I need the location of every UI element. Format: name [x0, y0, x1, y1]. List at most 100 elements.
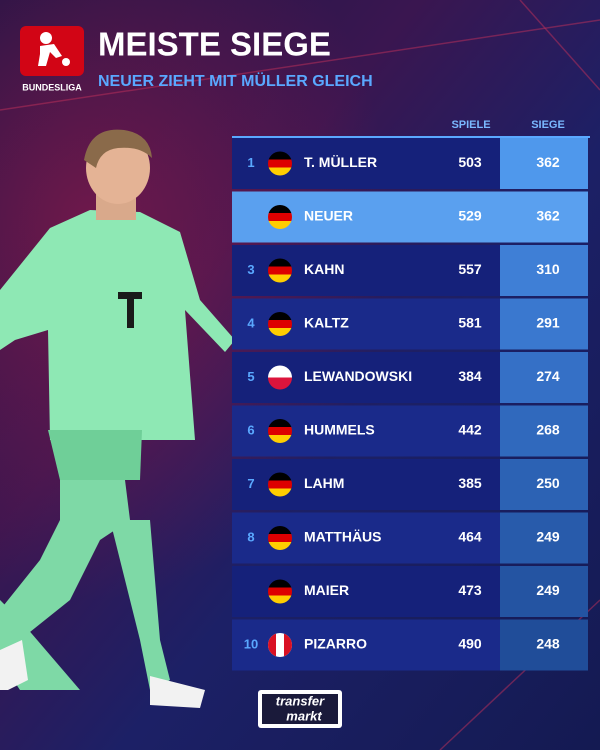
column-header: SIEGE [531, 119, 565, 131]
wins-background [500, 619, 588, 671]
rank: 3 [247, 262, 254, 277]
rank: 7 [247, 476, 254, 491]
player-name: LAHM [304, 475, 344, 491]
wins-background [500, 566, 588, 617]
flag [268, 258, 292, 283]
flag-stripe [268, 151, 292, 160]
wins-background [500, 191, 588, 243]
flag-stripe [268, 221, 292, 229]
subtitle: NEUER ZIEHT MIT MÜLLER GLEICH [98, 71, 373, 90]
games: 442 [458, 422, 482, 438]
flag-stripe [268, 320, 292, 328]
table-row: 4 KALTZ 581 291 [232, 298, 588, 350]
flag [268, 526, 292, 550]
wins-background [500, 138, 588, 189]
flag-stripe [268, 205, 292, 213]
wins: 250 [536, 475, 560, 491]
table-row: NEUER 529 362 [232, 191, 588, 243]
player-name: MAIER [304, 582, 349, 598]
flag-stripe [268, 480, 292, 489]
games: 581 [458, 315, 482, 331]
flag [268, 205, 292, 229]
flag [268, 633, 292, 657]
player-name: T. MÜLLER [304, 154, 377, 170]
wins: 248 [536, 636, 560, 652]
table-row: MAIER 473 249 [232, 566, 588, 617]
flag-stripe [268, 258, 292, 267]
flag [268, 365, 292, 390]
player-image [0, 129, 235, 708]
bundesliga-logo: BUNDESLIGA [20, 26, 84, 92]
rank: 5 [247, 369, 254, 384]
player-name: MATTHÄUS [304, 529, 382, 545]
wins-background [500, 459, 588, 510]
flag-stripe [268, 266, 292, 275]
wins-background [500, 245, 588, 296]
games: 503 [458, 154, 482, 170]
player-name: HUMMELS [304, 422, 375, 438]
flag-stripe [268, 427, 292, 435]
rank: 6 [247, 422, 254, 437]
flag-stripe [268, 159, 292, 168]
games: 490 [458, 636, 482, 652]
player-name: NEUER [304, 208, 353, 224]
table-row: 1 T. MÜLLER 503 362 [232, 138, 588, 189]
table-row: 5 LEWANDOWSKI 384 274 [232, 352, 588, 403]
table-row: 6 HUMMELS 442 268 [232, 405, 588, 457]
games: 464 [458, 529, 482, 545]
flag-stripe [268, 167, 292, 176]
flag-stripe [268, 328, 292, 336]
rank: 8 [247, 529, 254, 544]
rank: 10 [244, 636, 258, 651]
title: MEISTE SIEGE [98, 26, 331, 63]
player-name: LEWANDOWSKI [304, 368, 412, 384]
flag-stripe [284, 633, 292, 657]
flag-stripe [268, 365, 292, 378]
player-name: KAHN [304, 261, 344, 277]
table-row: 10 PIZARRO 490 248 [232, 619, 588, 671]
wins: 274 [536, 368, 560, 384]
logo-top: transfer [276, 693, 325, 708]
flag-stripe [268, 595, 292, 604]
games: 557 [458, 261, 482, 277]
flag [268, 472, 292, 497]
flag-stripe [268, 435, 292, 443]
player-name: KALTZ [304, 315, 349, 331]
flag-stripe [268, 534, 292, 542]
flag [268, 151, 292, 176]
flag [268, 312, 292, 336]
flag-stripe [268, 579, 292, 588]
flag-stripe [268, 526, 292, 534]
wins-background [500, 352, 588, 403]
table-row: 7 LAHM 385 250 [232, 459, 588, 510]
wins-background [500, 512, 588, 564]
games: 384 [458, 368, 482, 384]
column-header: SPIELE [451, 119, 490, 131]
transfermarkt-logo: transfer markt [258, 690, 342, 728]
flag-stripe [268, 312, 292, 320]
wins: 249 [536, 582, 560, 598]
table-rows: 1 T. MÜLLER 503 362 NEUER 529 362 3 KAHN 557 310 4 K… [232, 138, 588, 671]
wins-background [500, 298, 588, 350]
rank: 4 [247, 315, 255, 330]
wins: 249 [536, 529, 560, 545]
flag-stripe [268, 213, 292, 221]
games: 529 [458, 208, 482, 224]
games: 473 [458, 582, 482, 598]
wins: 268 [536, 422, 560, 438]
games: 385 [458, 475, 482, 491]
wins: 310 [536, 261, 560, 277]
wins-background [500, 405, 588, 457]
table-row: 3 KAHN 557 310 [232, 245, 588, 296]
flag-stripe [268, 542, 292, 550]
flag [268, 579, 292, 604]
rank: 1 [247, 155, 254, 170]
flag-stripe [268, 377, 292, 390]
player-name: PIZARRO [304, 636, 367, 652]
logo-bottom: markt [286, 708, 322, 723]
table-row: 8 MATTHÄUS 464 249 [232, 512, 588, 564]
flag-stripe [268, 472, 292, 481]
flag [268, 419, 292, 443]
wins: 291 [536, 315, 560, 331]
